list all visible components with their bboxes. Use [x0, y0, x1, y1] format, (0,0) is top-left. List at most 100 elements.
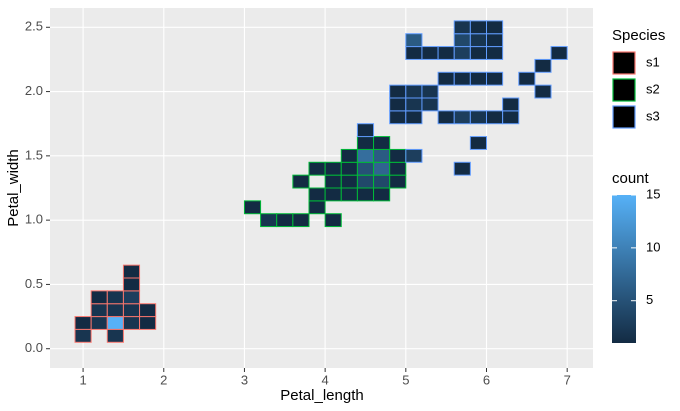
bin-tile	[453, 161, 471, 176]
bin-tile	[90, 303, 108, 318]
bin-tile	[405, 46, 423, 60]
bin-tile	[389, 97, 407, 112]
bin-tile	[340, 174, 358, 189]
bin-tile	[485, 46, 504, 60]
bin-tile	[453, 33, 471, 48]
colorbar	[612, 195, 636, 343]
bin-tile	[405, 84, 423, 99]
bin-tile	[453, 46, 471, 60]
bin-tile	[356, 123, 375, 138]
bin-tile	[373, 161, 391, 176]
bin-tile	[106, 303, 124, 318]
y-tick-label: 0.0	[25, 340, 43, 355]
bin-tile	[324, 161, 342, 176]
bin-tile	[308, 200, 326, 215]
bin-tile	[324, 187, 342, 202]
colorbar-label: 5	[646, 292, 653, 307]
x-tick-label: 1	[79, 372, 86, 387]
x-tick-label: 2	[160, 372, 167, 387]
bin-tile	[405, 148, 423, 163]
bin-tile	[324, 213, 342, 228]
x-tick-label: 4	[322, 372, 329, 387]
bin-tile	[106, 290, 124, 305]
bin-tile	[405, 33, 423, 48]
bin-tile	[437, 46, 455, 60]
bin-tile	[90, 316, 108, 330]
bin-tile	[373, 174, 391, 189]
y-tick-label: 2.0	[25, 83, 43, 98]
bin-tile	[485, 71, 504, 86]
bin-tile	[421, 97, 439, 112]
legend-key	[612, 105, 636, 129]
bin-tile	[469, 46, 487, 60]
bin-tile	[485, 33, 504, 48]
bin-tile	[356, 174, 375, 189]
bin-tile	[340, 148, 358, 163]
bin-tile	[356, 187, 375, 202]
bin-tile	[106, 328, 124, 343]
bin-tile	[74, 316, 92, 330]
bin-tile	[469, 136, 487, 150]
bin-tile	[534, 84, 552, 99]
bin-tile	[122, 303, 141, 318]
colorbar-label: 15	[646, 186, 660, 201]
bin-tile	[340, 187, 358, 202]
x-tick-label: 6	[483, 372, 490, 387]
bin-tile	[389, 161, 407, 176]
bin-tile	[469, 71, 487, 86]
bin-tile	[453, 71, 471, 86]
bin-tile	[122, 290, 141, 305]
legend-label: s3	[646, 108, 660, 123]
bin-tile	[106, 316, 124, 330]
bin-tile	[502, 110, 520, 125]
bin-tile	[373, 187, 391, 202]
bin-tile	[139, 303, 157, 318]
y-axis-title: Petal_width	[5, 149, 22, 227]
colorbar-label: 10	[646, 239, 660, 254]
bin-tile	[405, 110, 423, 125]
bin-tile	[356, 161, 375, 176]
x-axis-title: Petal_length	[280, 387, 363, 404]
legend-key	[612, 51, 636, 75]
bin-tile	[405, 97, 423, 112]
bin-tile	[292, 174, 310, 189]
bin-tile	[437, 110, 455, 125]
x-tick-label: 3	[241, 372, 248, 387]
bin-tile	[437, 71, 455, 86]
bin-tile	[324, 174, 342, 189]
bin-tile	[243, 200, 262, 215]
bin-tile	[340, 161, 358, 176]
bin-tile	[373, 136, 391, 150]
bin-tile	[74, 328, 92, 343]
legend-key	[612, 78, 636, 102]
bin-tile	[308, 187, 326, 202]
bin-tile	[356, 136, 375, 150]
bin-tile	[453, 110, 471, 125]
bin-tile	[90, 290, 108, 305]
bin-tile	[421, 84, 439, 99]
bin-tile	[122, 316, 141, 330]
y-tick-label: 1.0	[25, 212, 43, 227]
x-tick-label: 5	[402, 372, 409, 387]
y-tick-label: 1.5	[25, 147, 43, 162]
bin-tile	[139, 316, 157, 330]
bin-tile	[389, 148, 407, 163]
bin-tile	[421, 46, 439, 60]
x-tick-label: 7	[564, 372, 571, 387]
bin-tile	[260, 213, 278, 228]
bin-tile	[292, 213, 310, 228]
bin-tile	[469, 33, 487, 48]
bin-tile	[276, 213, 294, 228]
bin-tile	[356, 148, 375, 163]
legend-label: s2	[646, 81, 660, 96]
bin-tile	[485, 20, 504, 35]
y-tick-label: 0.5	[25, 276, 43, 291]
bin-tile	[469, 20, 487, 35]
legend-label: s1	[646, 54, 660, 69]
bin-tile	[308, 161, 326, 176]
legend-title: Species	[612, 27, 665, 44]
bin-tile	[389, 174, 407, 189]
bin-tile	[550, 46, 568, 60]
bin-tile	[122, 277, 141, 292]
colorbar-title: count	[612, 170, 650, 187]
